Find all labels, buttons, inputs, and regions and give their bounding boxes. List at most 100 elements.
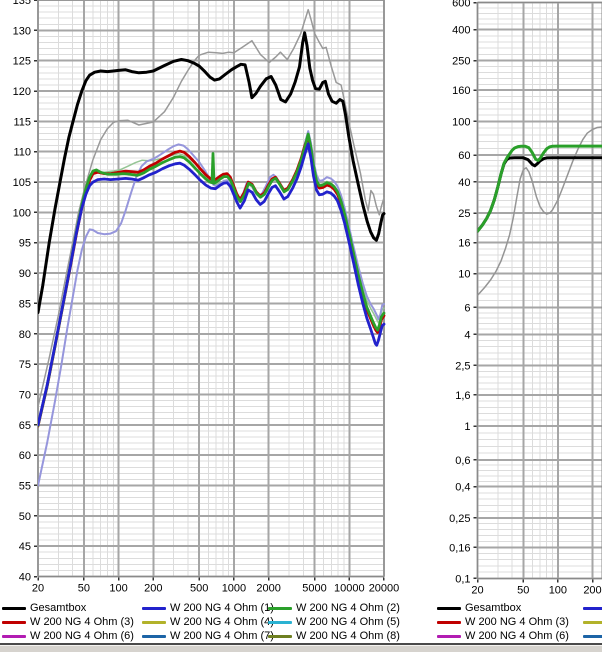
y-tick-label: 2,5 xyxy=(455,360,470,372)
x-tick-label: 20000 xyxy=(369,583,400,595)
legend-line-swatch-icon xyxy=(2,620,26,624)
x-tick-label: 50 xyxy=(517,584,529,596)
legend-item: W 200 NG 4 Ohm (2) xyxy=(268,601,400,615)
y-tick-label: 105 xyxy=(13,177,31,189)
y-tick-label: 0,1 xyxy=(455,573,470,585)
legend-item: W 200 NG 4 Ohm (7) xyxy=(583,629,602,643)
y-tick-label: 60 xyxy=(458,150,470,162)
legend-line-swatch-icon xyxy=(437,606,461,610)
impedance-chart: 20 50 100 200 600 400 250 160 100 60 40 25 16 10 6 4 2,5… xyxy=(449,0,602,596)
series-w-200-ng-4-ohm-1 xyxy=(38,142,386,427)
y-tick-label: 40 xyxy=(458,177,470,189)
x-tick-label: 500 xyxy=(190,583,208,595)
y-tick-label: 115 xyxy=(13,116,31,128)
y-tick-label: 4 xyxy=(464,329,470,341)
legend-item: W 200 NG 4 Ohm (4) xyxy=(583,615,602,629)
legend-label: W 200 NG 4 Ohm (4) xyxy=(170,616,274,628)
legend-label: W 200 NG 4 Ohm (1) xyxy=(170,602,274,614)
legend-item: Gesamtbox xyxy=(2,601,86,615)
legend-item: Gesamtbox xyxy=(437,601,521,615)
y-tick-label: 120 xyxy=(13,86,31,98)
spl-response-chart: 20 50 100 200 500 1000 2000 5000 10000 20000 135 13… xyxy=(13,0,400,595)
y-tick-label: 80 xyxy=(19,329,31,341)
statusbar-divider xyxy=(0,643,602,645)
series-gesamtbox xyxy=(38,31,386,314)
y-tick-label: 125 xyxy=(13,56,31,68)
y-tick-label: 0,16 xyxy=(449,542,470,554)
legend-item: W 200 NG 4 Ohm (5) xyxy=(268,615,400,629)
legend-line-swatch-icon xyxy=(437,634,461,638)
legend-item: W 200 NG 4 Ohm (8) xyxy=(268,629,400,643)
y-tick-label: 55 xyxy=(19,480,31,492)
y-tick-label: 400 xyxy=(452,25,470,37)
y-tick-label: 0,4 xyxy=(455,482,470,494)
x-tick-label: 5000 xyxy=(302,583,326,595)
y-tick-label: 100 xyxy=(13,207,31,219)
legend-line-swatch-icon xyxy=(437,620,461,624)
legend-item: W 200 NG 4 Ohm (3) xyxy=(2,615,134,629)
x-tick-label: 200 xyxy=(144,583,162,595)
legend-item: W 200 NG 4 Ohm (4) xyxy=(142,615,274,629)
charts-canvas: 20 50 100 200 500 1000 2000 5000 10000 20000 135 13… xyxy=(13,0,602,596)
y-tick-label: 100 xyxy=(452,116,470,128)
legend-line-swatch-icon xyxy=(142,606,166,610)
legend-item: W 200 NG 4 Ohm (1) xyxy=(583,601,602,615)
legend-label: W 200 NG 4 Ohm (7) xyxy=(170,630,274,642)
legend-item: W 200 NG 4 Ohm (6) xyxy=(2,629,134,643)
y-tick-label: 6 xyxy=(464,302,470,314)
y-tick-label: 160 xyxy=(452,85,470,97)
x-tick-label: 100 xyxy=(109,583,127,595)
x-tick-label: 1000 xyxy=(222,583,246,595)
x-tick-label: 10000 xyxy=(334,583,365,595)
legend-label: W 200 NG 4 Ohm (3) xyxy=(465,616,569,628)
legend-item: W 200 NG 4 Ohm (6) xyxy=(437,629,569,643)
y-tick-label: 0,25 xyxy=(449,513,470,525)
y-tick-label: 45 xyxy=(19,541,31,553)
y-tick-label: 65 xyxy=(19,420,31,432)
x-tick-label: 100 xyxy=(549,584,567,596)
y-tick-label: 70 xyxy=(19,389,31,401)
y-tick-label: 50 xyxy=(19,511,31,523)
series-gray-reference-unlabeled xyxy=(38,8,385,408)
legend-label: W 200 NG 4 Ohm (2) xyxy=(296,602,400,614)
y-tick-label: 135 xyxy=(13,0,31,7)
legend-label: W 200 NG 4 Ohm (5) xyxy=(296,616,400,628)
x-tick-label: 20 xyxy=(32,583,44,595)
y-tick-label: 16 xyxy=(458,238,470,250)
legend-line-swatch-icon xyxy=(583,620,602,624)
y-tick-label: 1 xyxy=(464,421,470,433)
x-tick-label: 200 xyxy=(583,584,601,596)
y-tick-label: 0,6 xyxy=(455,455,470,467)
x-tick-label: 2000 xyxy=(256,583,280,595)
legend-label: Gesamtbox xyxy=(30,602,87,614)
legend-label: W 200 NG 4 Ohm (6) xyxy=(30,630,134,642)
legend-label: W 200 NG 4 Ohm (6) xyxy=(465,630,569,642)
legend-label: W 200 NG 4 Ohm (8) xyxy=(296,630,400,642)
legend-item: W 200 NG 4 Ohm (1) xyxy=(142,601,274,615)
legend-label: Gesamtbox xyxy=(465,602,522,614)
legend-left: Gesamtbox W 200 NG 4 Ohm (1) W 200 NG 4 Oh… xyxy=(0,601,432,643)
x-tick-label: 50 xyxy=(78,583,90,595)
series-w-200-ng-4-ohm-2 xyxy=(477,144,602,233)
y-tick-label: 90 xyxy=(19,268,31,280)
legend-line-swatch-icon xyxy=(2,606,26,610)
statusbar xyxy=(0,645,602,652)
y-tick-label: 25 xyxy=(458,208,470,220)
y-tick-label: 85 xyxy=(19,298,31,310)
legend-label: W 200 NG 4 Ohm (3) xyxy=(30,616,134,628)
y-tick-label: 130 xyxy=(13,25,31,37)
y-tick-label: 1,6 xyxy=(455,390,470,402)
legend-item: W 200 NG 4 Ohm (3) xyxy=(437,615,569,629)
y-tick-label: 75 xyxy=(19,359,31,371)
y-tick-label: 40 xyxy=(19,572,31,584)
legend-line-swatch-icon xyxy=(268,634,292,638)
legend-line-swatch-icon xyxy=(583,606,602,610)
legend-line-swatch-icon xyxy=(142,620,166,624)
legend-line-swatch-icon xyxy=(268,606,292,610)
legend-line-swatch-icon xyxy=(142,634,166,638)
y-tick-label: 600 xyxy=(452,0,470,10)
y-tick-label: 110 xyxy=(13,147,31,159)
y-tick-label: 95 xyxy=(19,238,31,250)
